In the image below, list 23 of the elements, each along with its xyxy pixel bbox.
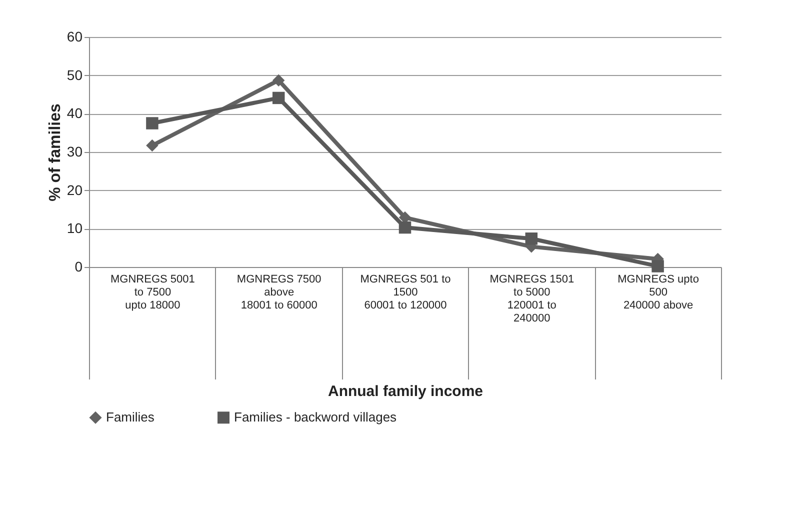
- legend-label: Families: [106, 410, 155, 425]
- y-tick-label: 40: [66, 105, 83, 122]
- x-tick-label: MGNREGS upto 500 240000 above: [618, 274, 699, 312]
- point: [146, 139, 158, 152]
- x-axis-title: Annual family income: [328, 383, 484, 400]
- point: [525, 232, 538, 245]
- y-tick-label: 0: [74, 258, 83, 274]
- point: [398, 221, 412, 234]
- x-tick-label: MGNREGS 7500 above 18001 to 60000: [236, 274, 322, 312]
- point: [272, 74, 285, 86]
- x-tick-label: MGNREGS 1501 to 5000 120001 to 240000: [490, 274, 574, 324]
- y-tick-label: 10: [66, 220, 83, 236]
- y-axis-title: % of families: [46, 104, 64, 202]
- point: [272, 92, 285, 104]
- point: [146, 117, 158, 130]
- y-tick-label: 60: [66, 28, 83, 44]
- x-tick-label: MGNREGS 5001 to 7500 upto 18000: [110, 274, 195, 312]
- y-tick-label: 50: [66, 66, 83, 83]
- point: [652, 260, 664, 272]
- y-tick-label: 30: [66, 144, 83, 160]
- y-tick-label: 20: [66, 182, 83, 198]
- legend-label: Families - backword villages: [234, 410, 398, 425]
- x-tick-label: MGNREGS 501 to 1500 60001 to 120000: [360, 274, 451, 312]
